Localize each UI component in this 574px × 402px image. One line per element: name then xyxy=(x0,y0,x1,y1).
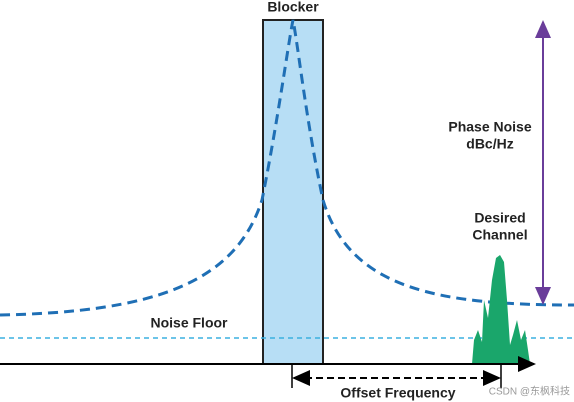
blocker-label: Blocker xyxy=(267,0,319,15)
watermark: CSDN @东枫科技 xyxy=(489,385,570,398)
noise-floor-label: Noise Floor xyxy=(150,315,228,331)
desired-channel-label: Desired xyxy=(474,210,525,226)
offset-frequency-label: Offset Frequency xyxy=(340,385,455,401)
blocker-band xyxy=(262,19,324,365)
desired-channel-label: Channel xyxy=(472,227,527,243)
phase-noise-unit: dBc/Hz xyxy=(466,136,513,152)
phase-noise-label: Phase Noise xyxy=(448,119,531,135)
desired-channel-shape xyxy=(472,255,530,364)
phase-noise-curve xyxy=(0,19,574,317)
